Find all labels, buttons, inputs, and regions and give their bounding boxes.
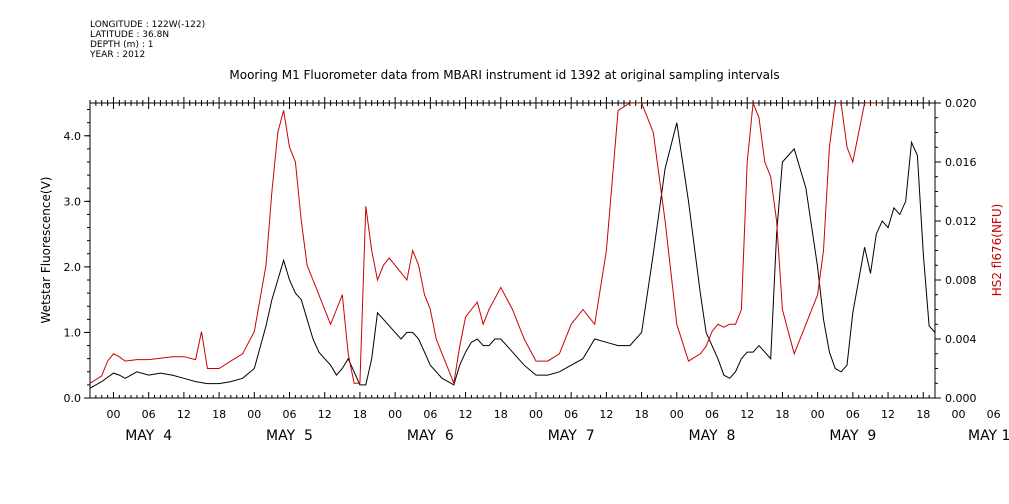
series-line-black bbox=[90, 122, 935, 389]
y-axis-label-left: Wetstar Fluorescence(V) bbox=[39, 177, 53, 324]
depth-label: DEPTH (m) : 1 bbox=[90, 40, 154, 50]
y-tick-label-right: 0.004 bbox=[945, 333, 977, 346]
x-hour-tick-label: 00 bbox=[106, 408, 120, 421]
x-date-label: MAY 6 bbox=[407, 428, 454, 444]
y-tick-label-right: 0.008 bbox=[945, 274, 977, 287]
y-tick-label-right: 0.012 bbox=[945, 215, 977, 228]
x-hour-tick-label: 00 bbox=[388, 408, 402, 421]
x-hour-tick-label: 12 bbox=[177, 408, 191, 421]
x-hour-tick-label: 12 bbox=[318, 408, 332, 421]
y-tick-label-left: 0.0 bbox=[64, 392, 82, 405]
x-date-label: MAY 9 bbox=[829, 428, 876, 444]
x-hour-tick-label: 18 bbox=[916, 408, 930, 421]
x-date-label: MAY 8 bbox=[689, 428, 736, 444]
x-hour-tick-label: 12 bbox=[881, 408, 895, 421]
series-line-red bbox=[90, 103, 883, 386]
chart-title: Mooring M1 Fluorometer data from MBARI i… bbox=[229, 68, 780, 82]
plot-frame bbox=[89, 102, 936, 399]
x-hour-tick-label: 18 bbox=[353, 408, 367, 421]
y-tick-label-left: 2.0 bbox=[64, 261, 82, 274]
y-tick-label-left: 4.0 bbox=[64, 130, 82, 143]
x-hour-tick-label: 12 bbox=[740, 408, 754, 421]
longitude-label: LONGITUDE : 122W(-122) bbox=[90, 20, 206, 30]
x-hour-tick-label: 00 bbox=[247, 408, 261, 421]
x-hour-tick-label: 12 bbox=[599, 408, 613, 421]
x-date-label: MAY 4 bbox=[125, 428, 172, 444]
x-hour-tick-label: 18 bbox=[212, 408, 226, 421]
x-hour-tick-label: 06 bbox=[846, 408, 860, 421]
y-axis-label-right: HS2 fl676(NFU) bbox=[990, 204, 1004, 297]
x-hour-tick-label: 06 bbox=[987, 408, 1001, 421]
x-hour-tick-label: 18 bbox=[494, 408, 508, 421]
y-tick-label-right: 0.000 bbox=[945, 392, 977, 405]
x-date-label: MAY 7 bbox=[548, 428, 595, 444]
y-tick-label-right: 0.016 bbox=[945, 156, 977, 169]
x-hour-tick-label: 06 bbox=[283, 408, 297, 421]
x-date-label: MAY 10 bbox=[968, 428, 1009, 444]
x-hour-tick-label: 18 bbox=[775, 408, 789, 421]
year-label: YEAR : 2012 bbox=[90, 50, 146, 60]
y-tick-label-left: 1.0 bbox=[64, 326, 82, 339]
x-hour-tick-label: 06 bbox=[705, 408, 719, 421]
x-hour-tick-label: 00 bbox=[670, 408, 684, 421]
metadata-block: LONGITUDE : 122W(-122) LATITUDE : 36.8N … bbox=[90, 20, 205, 60]
x-date-label: MAY 5 bbox=[266, 428, 313, 444]
y-tick-label-left: 3.0 bbox=[64, 195, 82, 208]
x-hour-tick-label: 06 bbox=[564, 408, 578, 421]
latitude-label: LATITUDE : 36.8N bbox=[90, 30, 170, 40]
x-hour-tick-label: 06 bbox=[423, 408, 437, 421]
x-hour-tick-label: 00 bbox=[529, 408, 543, 421]
x-hour-tick-label: 18 bbox=[635, 408, 649, 421]
x-hour-tick-label: 06 bbox=[142, 408, 156, 421]
y-tick-label-right: 0.020 bbox=[945, 97, 977, 110]
x-hour-tick-label: 00 bbox=[811, 408, 825, 421]
x-hour-tick-label: 12 bbox=[459, 408, 473, 421]
x-hour-tick-label: 00 bbox=[951, 408, 965, 421]
